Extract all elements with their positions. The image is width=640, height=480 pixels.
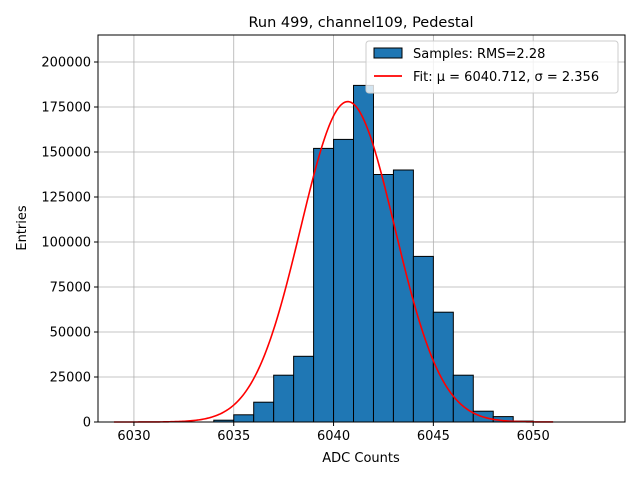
histogram-bar	[293, 355, 315, 423]
histogram-bar	[333, 138, 355, 423]
histogram-bar	[273, 374, 295, 423]
x-axis-label: ADC Counts	[322, 451, 400, 466]
y-axis-ticks: 0 25000 50000 75000 100000 125000 150000 175000…	[41, 56, 98, 431]
x-axis-ticks: 6030 6035 6040 6045 6050	[117, 422, 550, 444]
legend-swatch-samples	[373, 47, 403, 59]
y-axis-label: Entries	[15, 205, 30, 251]
histogram-bar	[233, 414, 255, 423]
plot-frame	[97, 34, 626, 423]
legend-label-fit: Fit: μ = 6040.712, σ = 2.356	[413, 70, 599, 85]
x-tick-label: 6040	[317, 429, 350, 444]
y-tick-label: 25000	[50, 371, 91, 386]
x-tick-label: 6050	[517, 429, 550, 444]
legend: Samples: RMS=2.28 Fit: μ = 6040.712, σ =…	[365, 40, 619, 94]
histogram-bars	[213, 84, 534, 423]
y-tick-label: 75000	[50, 281, 91, 296]
y-tick-label: 100000	[41, 236, 91, 251]
x-tick-label: 6035	[217, 429, 250, 444]
y-tick-label: 175000	[41, 101, 91, 116]
x-tick-label: 6045	[417, 429, 450, 444]
y-tick-label: 0	[83, 416, 91, 431]
gaussian-fit-curve	[113, 100, 554, 423]
y-tick-label: 50000	[50, 326, 91, 341]
histogram-bar	[412, 255, 434, 423]
histogram-bar	[253, 401, 275, 423]
y-tick-label: 125000	[41, 191, 91, 206]
x-tick-label: 6030	[117, 429, 150, 444]
y-tick-label: 150000	[41, 146, 91, 161]
legend-label-samples: Samples: RMS=2.28	[413, 47, 545, 62]
y-tick-label: 200000	[41, 56, 91, 71]
histogram-bar	[392, 169, 414, 423]
histogram-bar	[313, 147, 335, 423]
legend-box	[365, 40, 619, 94]
chart-title: Run 499, channel109, Pedestal	[248, 15, 473, 31]
